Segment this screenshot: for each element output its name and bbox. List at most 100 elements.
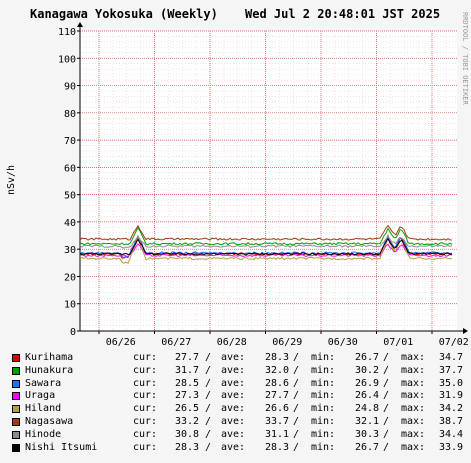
sep: / xyxy=(383,428,390,440)
x-tick-label: 06/28 xyxy=(217,337,247,348)
ave-label: ave: xyxy=(221,428,246,440)
ave-value: 28.3 xyxy=(265,441,290,453)
legend-series-name: Hunakura xyxy=(25,364,74,376)
legend-series-name: Uraga xyxy=(25,390,56,402)
x-tick-labels: 06/26 06/27 06/28 06/29 06/30 07/01 07/02 xyxy=(106,337,469,348)
sep: / xyxy=(383,415,390,427)
cur-label: cur: xyxy=(133,441,158,453)
ave-value: 28.6 xyxy=(265,377,290,389)
min-label: min: xyxy=(311,403,336,415)
min-label: min: xyxy=(311,415,336,427)
plot-area xyxy=(80,31,457,331)
cur-value: 26.5 xyxy=(175,403,200,415)
min-value: 30.3 xyxy=(355,428,380,440)
ave-label: ave: xyxy=(221,377,246,389)
y-tick-label: 110 xyxy=(58,27,76,38)
min-label: min: xyxy=(311,428,336,440)
cur-value: 31.7 xyxy=(175,364,200,376)
y-tick-label: 20 xyxy=(64,272,76,283)
legend-row: Uraga cur: 27.3/ave: 27.7/min: 26.4/max: 31.9 xyxy=(9,390,469,403)
series-line-hunakura xyxy=(79,226,453,246)
sep: / xyxy=(383,403,390,415)
sep: / xyxy=(205,364,212,376)
max-value: 35.0 xyxy=(439,377,464,389)
sep: / xyxy=(383,390,390,402)
sep: / xyxy=(383,364,390,376)
y-tick-label: 30 xyxy=(64,245,76,256)
max-label: max: xyxy=(401,441,426,453)
legend-row: Hunakura cur: 31.7/ave: 32.0/min: 30.2/max: 3… xyxy=(9,365,469,378)
x-tick-label: 07/01 xyxy=(383,337,413,348)
ave-label: ave: xyxy=(221,352,246,363)
cur-value: 30.8 xyxy=(175,428,200,440)
sep: / xyxy=(383,352,390,363)
y-tick-label: 0 xyxy=(70,327,76,338)
x-tick-label: 06/30 xyxy=(328,337,358,348)
min-label: min: xyxy=(311,377,336,389)
sep: / xyxy=(205,428,212,440)
legend-swatch xyxy=(12,405,20,414)
max-value: 37.7 xyxy=(439,364,464,376)
cur-label: cur: xyxy=(133,415,158,427)
legend-series-name: Sawara xyxy=(25,377,62,389)
series-line-nishi-itsumi xyxy=(79,237,453,256)
x-tick-label: 06/26 xyxy=(106,337,136,348)
legend-row: Kurihama cur: 27.7/ave: 28.3/min: 26.7/max: 3… xyxy=(9,352,469,365)
grid-lines xyxy=(80,30,457,332)
chart-svg: Kanagawa Yokosuka (Weekly) Wed Jul 2 20:… xyxy=(6,7,469,348)
max-value: 34.7 xyxy=(439,352,464,363)
y-tick-label: 100 xyxy=(58,54,76,65)
y-tick-labels: 0 10 20 30 40 50 60 70 80 90 100 110 xyxy=(58,27,76,338)
ave-label: ave: xyxy=(221,390,246,402)
sep: / xyxy=(293,428,300,440)
sep: / xyxy=(293,364,300,376)
series-line-nagasawa xyxy=(79,224,453,241)
min-value: 26.7 xyxy=(355,352,380,363)
sep: / xyxy=(205,390,212,402)
y-tick-label: 70 xyxy=(64,136,76,147)
min-value: 32.1 xyxy=(355,415,380,427)
legend-row: Hinode cur: 30.8/ave: 31.1/min: 30.3/max: 34.… xyxy=(9,429,469,442)
cur-label: cur: xyxy=(133,390,158,402)
cur-value: 27.3 xyxy=(175,390,200,402)
ave-label: ave: xyxy=(221,403,246,415)
min-value: 26.4 xyxy=(355,390,380,402)
cur-label: cur: xyxy=(133,403,158,415)
cur-value: 33.2 xyxy=(175,415,200,427)
y-tick-label: 80 xyxy=(64,109,76,120)
legend-row: Sawara cur: 28.5/ave: 28.6/min: 26.9/max: 35.… xyxy=(9,378,469,391)
sep: / xyxy=(293,352,300,363)
sep: / xyxy=(205,352,212,363)
x-tick-label: 07/02 xyxy=(439,337,469,348)
min-value: 26.7 xyxy=(355,441,380,453)
legend-row: Nagasawa cur: 33.2/ave: 33.7/min: 32.1/max: 3… xyxy=(9,416,469,429)
max-label: max: xyxy=(401,364,426,376)
legend-swatch xyxy=(12,392,20,401)
ave-value: 27.7 xyxy=(265,390,290,402)
x-tick-label: 06/29 xyxy=(272,337,302,348)
ave-value: 32.0 xyxy=(265,364,290,376)
max-label: max: xyxy=(401,428,426,440)
x-axis-arrow xyxy=(463,328,468,334)
cur-label: cur: xyxy=(133,377,158,389)
min-label: min: xyxy=(311,390,336,402)
chart-timestamp: Wed Jul 2 20:48:01 JST 2025 xyxy=(245,7,440,21)
ave-value: 28.3 xyxy=(265,352,290,363)
sep: / xyxy=(383,441,390,453)
y-tick-label: 40 xyxy=(64,218,76,229)
ave-label: ave: xyxy=(221,441,246,453)
sep: / xyxy=(205,403,212,415)
ave-value: 31.1 xyxy=(265,428,290,440)
max-value: 38.7 xyxy=(439,415,464,427)
legend: Kurihama cur: 27.7/ave: 28.3/min: 26.7/max: 3… xyxy=(9,352,469,454)
min-label: min: xyxy=(311,364,336,376)
cur-label: cur: xyxy=(133,352,158,363)
max-value: 33.9 xyxy=(439,441,464,453)
y-tick-label: 10 xyxy=(64,300,76,311)
cur-value: 27.7 xyxy=(175,352,200,363)
sep: / xyxy=(205,415,212,427)
series-lines xyxy=(79,224,453,265)
ave-label: ave: xyxy=(221,415,246,427)
sep: / xyxy=(205,377,212,389)
